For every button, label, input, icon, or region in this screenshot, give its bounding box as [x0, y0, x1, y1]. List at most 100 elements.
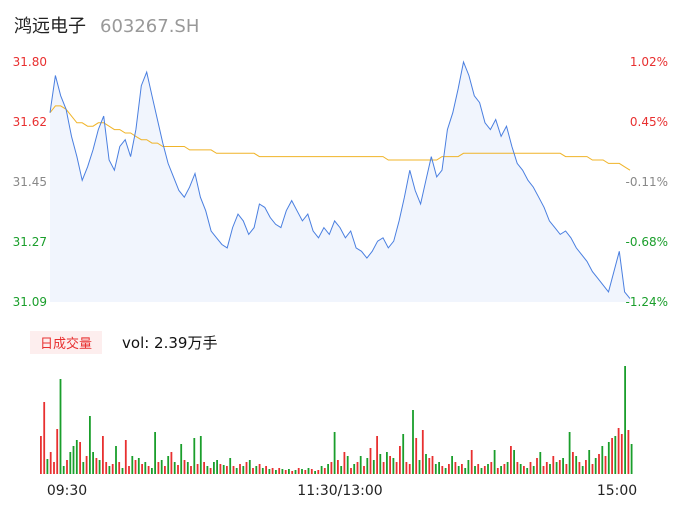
volume-bar — [40, 436, 42, 474]
volume-bar — [467, 460, 470, 474]
volume-bar — [630, 444, 633, 474]
volume-bar — [340, 466, 343, 474]
volume-bar — [248, 460, 251, 474]
volume-bar — [386, 452, 388, 474]
volume-bar — [457, 466, 460, 474]
volume-bar — [261, 468, 264, 474]
volume-bar — [408, 464, 411, 474]
volume-bar — [444, 468, 447, 474]
volume-bar — [307, 468, 310, 474]
stock-code: 603267.SH — [100, 16, 200, 37]
volume-bar — [500, 466, 502, 474]
volume-bar — [405, 462, 408, 474]
volume-bar — [141, 464, 143, 474]
volume-bar — [506, 462, 509, 474]
volume-bar — [304, 470, 307, 474]
volume-bar — [108, 466, 111, 474]
price-tick-label: 31.27 — [13, 235, 47, 249]
price-tick-label: 31.45 — [13, 175, 47, 189]
volume-bar — [154, 432, 156, 474]
volume-bar — [79, 442, 81, 474]
volume-bar — [464, 468, 467, 474]
percent-tick-label: 1.02% — [630, 55, 668, 69]
volume-bar — [431, 456, 434, 474]
volume-bar — [190, 466, 192, 474]
volume-bar — [170, 452, 173, 474]
volume-bar — [173, 462, 176, 474]
volume-bar — [389, 456, 391, 474]
volume-bar — [239, 464, 241, 474]
volume-bar — [66, 460, 68, 474]
volume-bar — [281, 469, 284, 474]
volume-bar — [363, 466, 365, 474]
volume-bar — [213, 462, 215, 474]
volume-bar — [128, 466, 130, 474]
volume-bar — [82, 462, 85, 474]
volume-bar — [552, 456, 555, 474]
time-axis: 09:30 11:30/13:00 15:00 — [47, 483, 637, 499]
title-bar: 鸿远电子 603267.SH — [14, 12, 199, 40]
price-tick-label: 31.62 — [13, 115, 47, 129]
volume-bar — [346, 456, 349, 474]
volume-bar — [320, 466, 323, 474]
price-area-fill — [50, 62, 630, 302]
volume-bar — [219, 464, 222, 474]
volume-bar — [203, 462, 205, 474]
volume-bar — [565, 464, 568, 474]
volume-bar — [448, 464, 450, 474]
volume-bar — [258, 464, 261, 474]
volume-bar — [327, 464, 329, 474]
volume-bar — [519, 464, 522, 474]
volume-bar — [102, 436, 104, 474]
volume-bar — [542, 466, 545, 474]
volume-bar — [490, 462, 493, 474]
volume-bar — [151, 468, 153, 474]
volume-chart: 09:30 11:30/13:00 15:00 — [40, 366, 637, 499]
volume-bar — [585, 460, 587, 474]
volume-bar — [177, 465, 179, 474]
daily-volume-tab[interactable]: 日成交量 — [30, 331, 103, 354]
volume-bar — [226, 466, 228, 474]
volume-bar — [193, 438, 196, 474]
volume-bar — [545, 462, 548, 474]
volume-bar — [578, 462, 581, 474]
volume-bar — [85, 456, 88, 474]
volume-bar — [209, 468, 212, 474]
volume-bar — [134, 460, 137, 474]
volume-bar — [607, 442, 610, 474]
volume-bar — [164, 466, 166, 474]
volume-bar — [438, 462, 440, 474]
volume-bar — [575, 456, 578, 474]
price-tick-label: 31.80 — [13, 55, 47, 69]
volume-bar — [301, 469, 303, 474]
volume-bar — [288, 469, 290, 474]
volume-bar — [562, 458, 564, 474]
volume-bar — [255, 466, 258, 474]
volume-bar — [216, 460, 218, 474]
volume-bar — [604, 456, 607, 474]
volume-bar — [111, 464, 114, 474]
volume-bar — [588, 450, 591, 474]
volume-bar — [131, 456, 134, 474]
volume-bar — [278, 468, 281, 474]
time-tick-label: 11:30/13:00 — [297, 483, 382, 499]
volume-bar — [523, 466, 525, 474]
volume-bar — [470, 450, 473, 474]
volume-bar — [503, 464, 506, 474]
volume-bar — [222, 465, 225, 474]
volume-bar — [568, 432, 571, 474]
volume-bar — [418, 460, 421, 474]
volume-bar — [451, 456, 453, 474]
volume-bar — [337, 460, 339, 474]
volume-bar — [343, 452, 346, 474]
volume-bar — [620, 434, 623, 474]
volume-bar — [532, 466, 535, 474]
volume-header: 日成交量 vol: 2.39万手 — [30, 331, 217, 354]
volume-bar — [392, 458, 395, 474]
volume-bar — [167, 456, 170, 474]
volume-bar — [366, 458, 369, 474]
volume-bar — [454, 462, 457, 474]
volume-bar — [115, 446, 117, 474]
volume-bar — [62, 466, 65, 474]
volume-bar — [53, 462, 55, 474]
